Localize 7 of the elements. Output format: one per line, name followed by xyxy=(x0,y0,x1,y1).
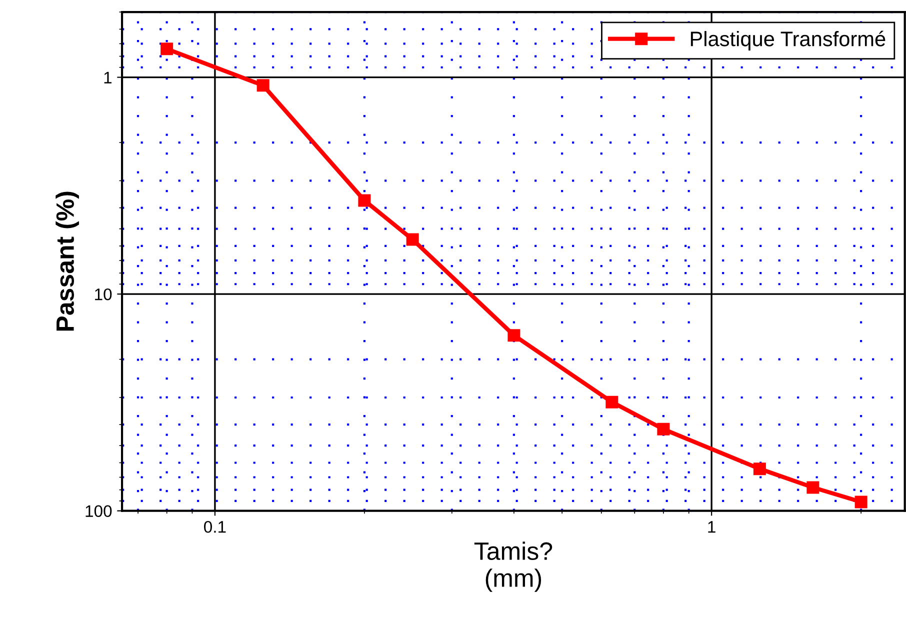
y-axis-title: Passant (%) xyxy=(56,192,79,331)
legend-label: Plastique Transformé xyxy=(690,30,886,50)
y-tick-label: 100 xyxy=(86,505,112,518)
x-tick-label: 0.1 xyxy=(204,520,226,533)
x-axis-title: Tamis? (mm) xyxy=(474,542,552,592)
y-tick-label: 1 xyxy=(104,72,112,84)
y-tick-label: 10 xyxy=(95,288,112,300)
